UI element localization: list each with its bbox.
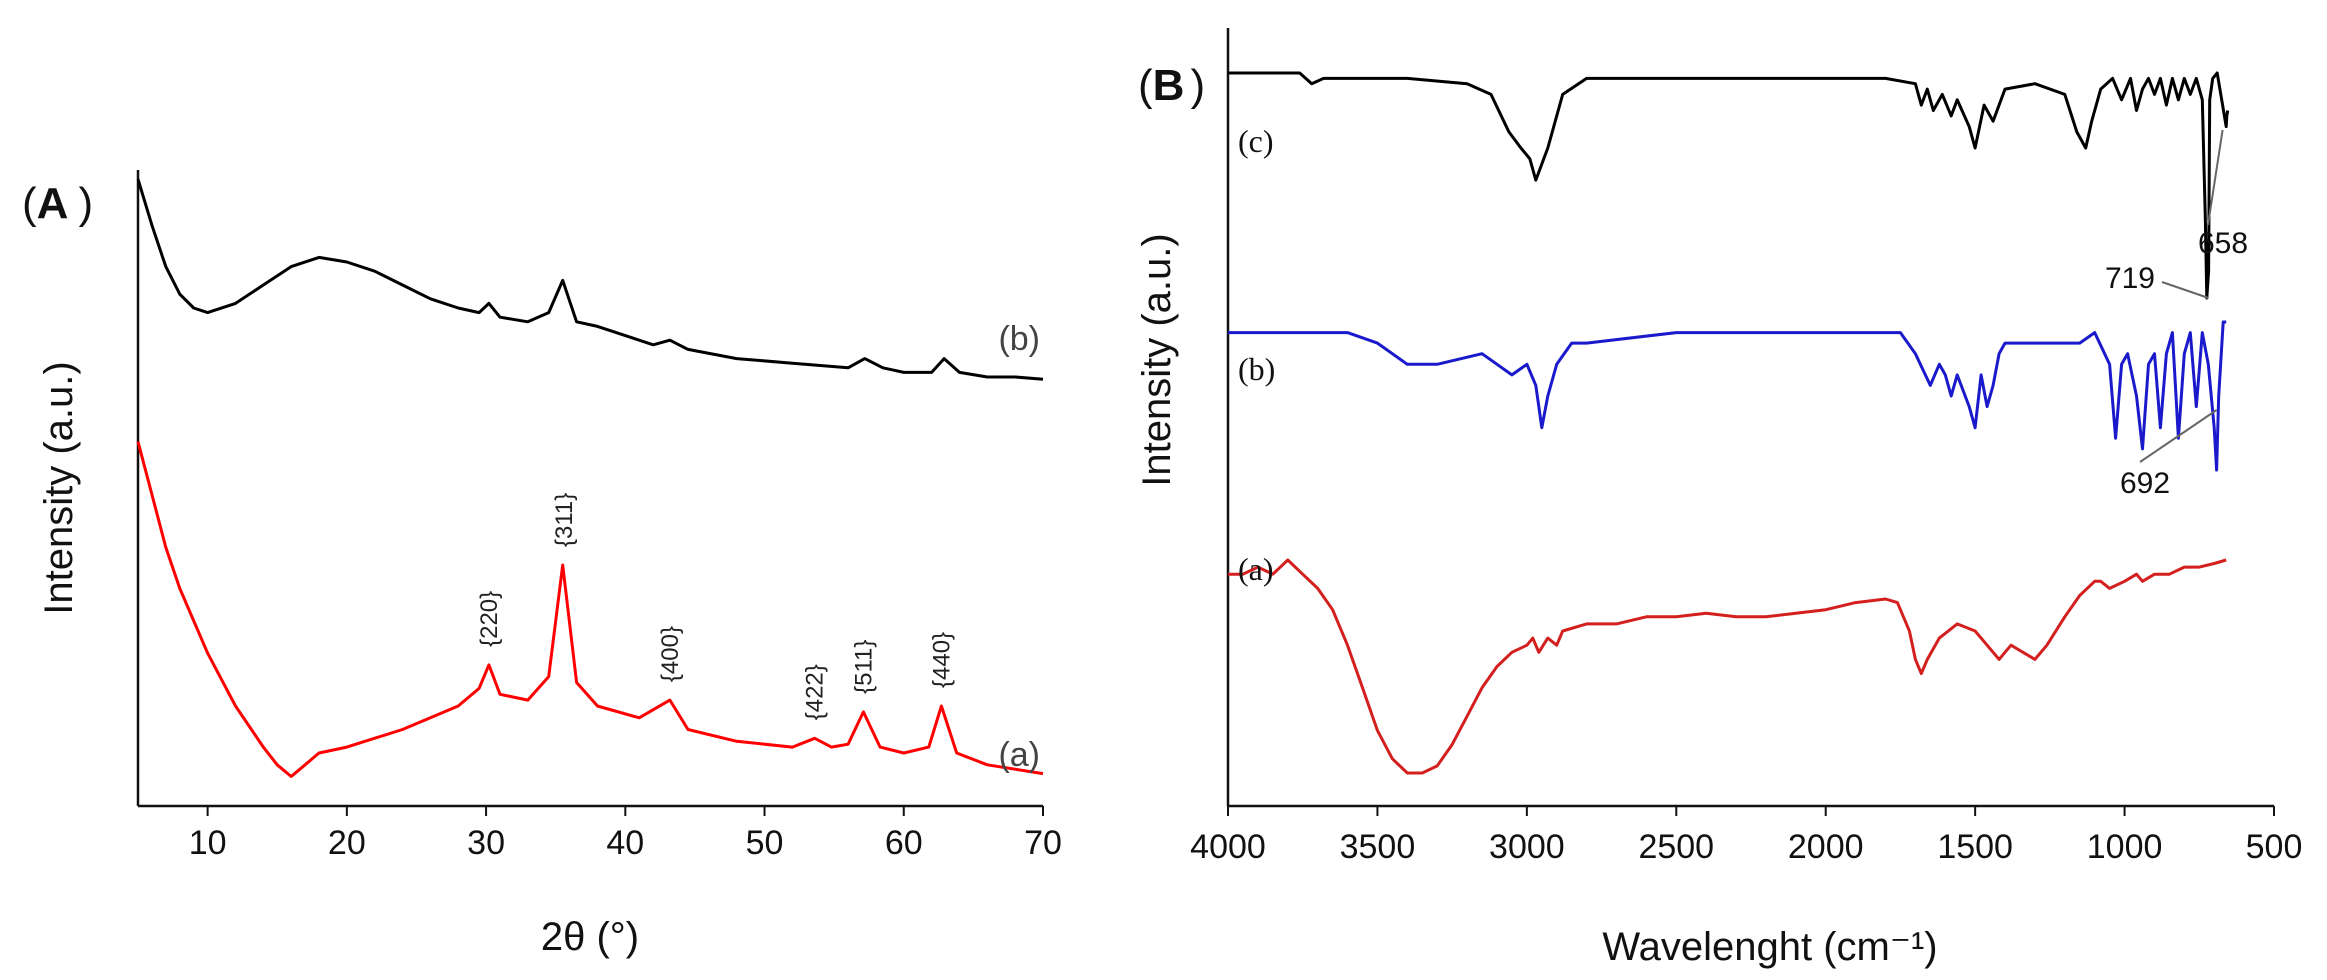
panel-b-ftir: (B) 4000 3500 3000 2500 2000 1500 1000 500 719 6…: [1135, 28, 2302, 969]
panel-a-x-axis-title: 2θ (°): [541, 915, 639, 959]
panel-b-x-tick-label-3000: 3000: [1489, 828, 1565, 866]
panel-b-series-a-line: [1228, 558, 2227, 775]
panel-b-annotation-719: 719: [2105, 262, 2155, 295]
panel-a-x-tick-label-50: 50: [746, 824, 784, 862]
panel-a-peak-label-3: {422}: [802, 664, 829, 720]
panel-b-curve-label-c: (c): [1238, 123, 1274, 159]
panel-a-peak-label-4: {511}: [850, 640, 877, 694]
panel-a-peak-label-2: {400}: [657, 626, 684, 682]
panel-b-series-c-line: [1228, 71, 2230, 300]
panel-b-x-tick-label-2000: 2000: [1788, 828, 1864, 866]
panel-a-peak-label-0: {220}: [476, 591, 503, 647]
panel-b-x-tick-label-1500: 1500: [1937, 828, 2013, 866]
panel-a-x-ticks: 10 20 30 40 50 60 70: [189, 806, 1062, 862]
panel-a-x-tick-label-70: 70: [1024, 824, 1062, 862]
panel-b-label: (B): [1138, 61, 1205, 110]
panel-b-y-axis-title: Intensity (a.u.): [1135, 233, 1179, 486]
panel-a-series-b-line: [136, 178, 1044, 381]
panel-a-x-tick-label-20: 20: [328, 824, 366, 862]
panel-b-x-tick-label-2500: 2500: [1638, 828, 1714, 866]
panel-a-peak-label-1: {311}: [551, 493, 578, 547]
panel-a-x-tick-label-10: 10: [189, 824, 227, 862]
panel-b-annotation-692: 692: [2120, 467, 2170, 500]
panel-a-x-tick-label-30: 30: [467, 824, 505, 862]
panel-b-annotation-leader-692: [2139, 409, 2218, 463]
panel-a-x-tick-label-40: 40: [606, 824, 644, 862]
panel-a-curve-label-b: (b): [998, 320, 1040, 358]
panel-a-series-a-line: [136, 441, 1044, 778]
panel-b-annotation-658: 658: [2198, 227, 2248, 260]
panel-b-x-axis-title: Wavelenght (cm⁻¹): [1602, 925, 1937, 969]
panel-b-curve-label-a: (a): [1238, 551, 1274, 587]
panel-a-peak-labels: {220} {311} {400} {422} {511} {440}: [476, 493, 956, 721]
panel-a-label: (A): [22, 179, 93, 228]
panel-b-x-ticks: 4000 3500 3000 2500 2000 1500 1000 500: [1190, 806, 2302, 866]
panel-a-y-axis-title: Intensity (a.u.): [37, 361, 81, 614]
panel-b-curve-label-b: (b): [1238, 351, 1275, 387]
panel-a-peak-label-5: {440}: [928, 632, 955, 688]
panel-a-curve-label-a: (a): [998, 736, 1040, 774]
panel-b-annotation-leader-719: [2161, 281, 2209, 299]
panel-a-x-tick-label-60: 60: [885, 824, 923, 862]
panel-b-x-tick-label-4000: 4000: [1190, 828, 1266, 866]
panel-b-x-tick-label-3500: 3500: [1340, 828, 1416, 866]
panel-b-annotation-leader-658: [2207, 129, 2224, 226]
panel-b-annotations: 719 658 692: [2105, 129, 2248, 500]
panel-b-x-tick-label-500: 500: [2246, 828, 2303, 866]
panel-b-x-tick-label-1000: 1000: [2087, 828, 2163, 866]
panel-a-curves: [136, 178, 1044, 778]
panel-b-series-b-line: [1228, 320, 2227, 472]
panel-b-curves: [1228, 71, 2230, 775]
panel-a-xrd: (A) 10 20 30 40 50 60 70 {220}{311}{400}{422}{…: [22, 170, 1062, 959]
